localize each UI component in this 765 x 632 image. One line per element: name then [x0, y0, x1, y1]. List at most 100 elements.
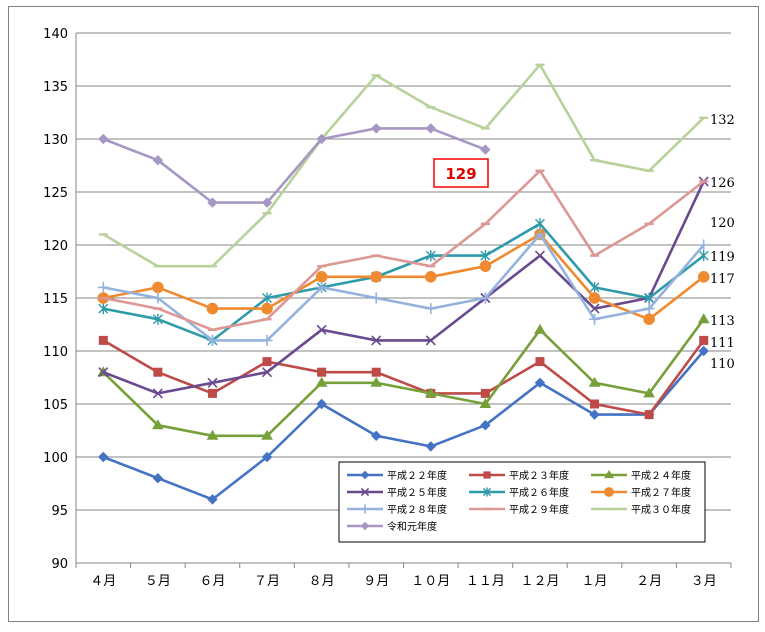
- data-point: [425, 441, 436, 452]
- legend-item: 平成２５年度: [347, 486, 447, 499]
- data-point: [697, 313, 710, 324]
- series-7: [97, 228, 710, 346]
- series-8: [98, 169, 709, 332]
- data-point: [534, 250, 546, 261]
- data-point: [425, 250, 436, 262]
- data-point: [152, 292, 164, 304]
- legend-label: 平成２７年度: [631, 486, 691, 499]
- x-tick-label: ７月: [254, 574, 280, 589]
- x-tick-label: ３月: [691, 574, 717, 589]
- y-tick-label: 120: [43, 239, 68, 254]
- data-point: [261, 302, 273, 315]
- data-point: [261, 451, 273, 463]
- legend-label: 平成３０年度: [631, 503, 691, 516]
- axes: 90 95 100 105 110 115 120 125 130 135 140 ４月 ５月 ６月 ７月 ８…: [43, 27, 732, 589]
- data-point: [261, 367, 273, 378]
- legend-marker: [482, 487, 492, 497]
- data-point: [535, 357, 545, 367]
- data-point: [262, 292, 273, 304]
- end-labels: 132 126 120 119 117 113 111 110 129: [433, 113, 735, 372]
- callout-box: [433, 158, 489, 188]
- data-point: [316, 133, 327, 145]
- x-tick-label: ６月: [199, 574, 225, 589]
- data-point: [206, 334, 218, 346]
- legend-item: 平成２９年度: [469, 503, 569, 516]
- x-tick-label: ５月: [145, 574, 171, 589]
- data-point: [206, 429, 219, 440]
- data-point: [479, 292, 491, 304]
- data-point: [153, 367, 163, 377]
- series-6: [97, 228, 710, 326]
- data-point: [371, 367, 381, 377]
- legend-marker: [360, 521, 370, 531]
- data-point: [589, 303, 600, 314]
- data-point: [425, 335, 436, 346]
- data-point: [425, 303, 437, 315]
- end-value-label: 111: [710, 336, 735, 351]
- y-tick-label: 115: [43, 292, 68, 307]
- series-line: [103, 233, 705, 342]
- data-point: [698, 250, 709, 262]
- data-point: [589, 281, 600, 293]
- legend-box: [338, 461, 706, 543]
- legend-marker: [360, 487, 370, 497]
- data-point: [371, 335, 382, 346]
- legend-label: 平成２４年度: [631, 469, 691, 482]
- series-lines: [97, 63, 710, 505]
- legend-marker: [604, 487, 614, 497]
- data-point: [424, 387, 437, 398]
- data-point: [371, 430, 382, 442]
- x-tick-label: ９月: [363, 574, 389, 589]
- data-point: [315, 376, 328, 387]
- x-tick-label: ２月: [636, 574, 662, 589]
- data-point: [316, 281, 328, 293]
- chart-frame: 90 95 100 105 110 115 120 125 130 135 140 ４月 ５月 ６月 ７月 ８…: [8, 6, 759, 622]
- data-point: [479, 260, 492, 273]
- series-line: [102, 63, 705, 268]
- series-line: [102, 318, 705, 438]
- series-line: [102, 350, 705, 501]
- y-tick-label: 95: [51, 504, 68, 519]
- data-point: [97, 281, 109, 293]
- data-point: [316, 398, 327, 410]
- series-10: [98, 123, 491, 208]
- x-tick-label: ４月: [90, 574, 116, 589]
- series-line: [102, 127, 486, 204]
- data-point: [589, 313, 601, 325]
- data-point: [534, 377, 546, 389]
- legend-item: 平成２６年度: [469, 486, 569, 499]
- data-point: [643, 303, 655, 315]
- data-point: [317, 367, 327, 377]
- series-line: [103, 233, 705, 321]
- data-point: [644, 292, 655, 304]
- y-tick-label: 100: [43, 451, 68, 466]
- end-value-label: 110: [710, 357, 735, 372]
- x-tick-label: ８月: [309, 574, 335, 589]
- callout-text: 129: [445, 165, 476, 183]
- y-tick-label: 130: [43, 133, 68, 148]
- series-9: [98, 63, 709, 268]
- end-value-label: 117: [710, 272, 735, 287]
- data-point: [370, 292, 382, 304]
- data-point: [644, 410, 654, 420]
- line-chart: 90 95 100 105 110 115 120 125 130 135 140 ４月 ５月 ６月 ７月 ８…: [43, 27, 735, 589]
- x-tick-label: １１月: [466, 574, 505, 589]
- legend-label: 平成２９年度: [509, 503, 569, 516]
- data-point: [152, 472, 164, 484]
- legend-item: 令和元年度: [347, 520, 437, 533]
- data-point: [261, 197, 273, 208]
- series-line: [102, 339, 705, 416]
- data-point: [480, 388, 490, 398]
- data-point: [534, 323, 546, 334]
- y-tick-label: 90: [51, 557, 68, 572]
- data-point: [643, 387, 655, 398]
- legend-label: 平成２２年度: [387, 469, 447, 482]
- data-point: [480, 250, 491, 262]
- x-tick-label: １月: [582, 574, 608, 589]
- data-point: [316, 324, 327, 335]
- data-point: [480, 419, 491, 431]
- callout: 129: [433, 158, 489, 188]
- series-5: [98, 218, 709, 346]
- data-point: [698, 345, 709, 357]
- end-value-label: 132: [710, 113, 735, 128]
